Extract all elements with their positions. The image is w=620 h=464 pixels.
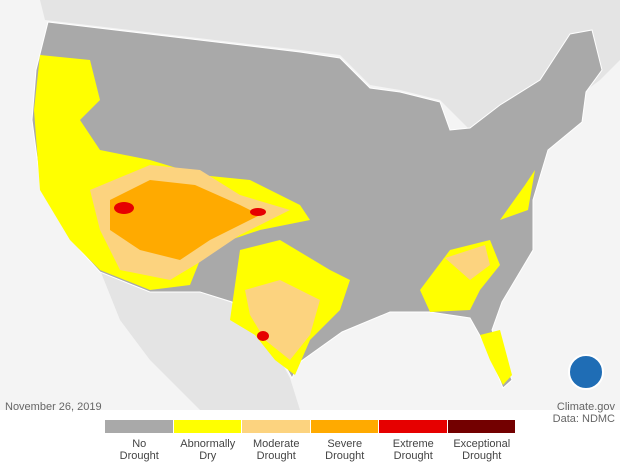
drought-d1-se: [445, 245, 490, 280]
drought-d3-tx: [257, 331, 269, 341]
legend-swatch: [310, 420, 379, 433]
legend-swatch: [379, 420, 448, 433]
legend-label: Extreme Drought: [392, 438, 434, 462]
mexico: [100, 270, 300, 410]
legend-swatch: [105, 420, 174, 433]
legend-item: Extreme Drought: [379, 420, 448, 462]
legend: No Drought Abnormally Dry Moderate Drought…: [105, 420, 516, 462]
credit: Climate.gov: [556, 401, 615, 413]
drought-d3-ok: [250, 208, 266, 216]
map: [0, 0, 620, 410]
legend-item: Severe Drought: [310, 420, 379, 462]
drought-d0-ma: [500, 170, 535, 220]
legend-swatch: [447, 420, 516, 433]
legend-label: Severe Drought: [325, 438, 365, 462]
date: November 26, 2019: [5, 401, 102, 413]
legend-label: No Drought: [119, 438, 159, 462]
legend-swatch: [173, 420, 242, 433]
legend-label: Abnormally Dry: [180, 438, 236, 462]
source: Data: NDMC: [552, 413, 615, 425]
legend-item: Moderate Drought: [242, 420, 311, 462]
drought-d3-az: [114, 202, 134, 214]
legend-swatch: [242, 420, 311, 433]
legend-label: Moderate Drought: [253, 438, 300, 462]
noaa-logo: [568, 354, 604, 390]
legend-label: Exceptional Drought: [453, 438, 511, 462]
drought-d1-tx: [245, 280, 320, 360]
canada: [40, 0, 620, 130]
drought-d0-fl: [480, 330, 512, 385]
legend-item: No Drought: [105, 420, 174, 462]
legend-item: Abnormally Dry: [173, 420, 242, 462]
drought-d2-west: [110, 180, 260, 260]
legend-item: Exceptional Drought: [447, 420, 516, 462]
